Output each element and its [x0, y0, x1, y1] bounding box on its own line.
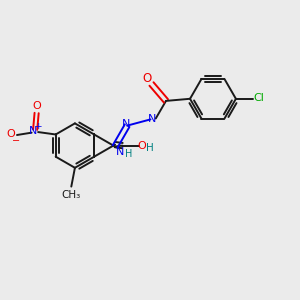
- Text: H: H: [146, 143, 154, 153]
- Text: O: O: [7, 129, 16, 139]
- Text: O: O: [33, 101, 42, 111]
- Text: N: N: [122, 119, 130, 129]
- Text: N: N: [28, 126, 37, 136]
- Text: H: H: [124, 149, 132, 159]
- Text: N: N: [116, 147, 124, 157]
- Text: Cl: Cl: [254, 93, 265, 103]
- Text: CH₃: CH₃: [62, 190, 81, 200]
- Text: O: O: [142, 72, 152, 85]
- Text: −: −: [12, 136, 20, 146]
- Text: O: O: [137, 141, 146, 151]
- Text: +: +: [34, 122, 42, 131]
- Text: N: N: [148, 113, 156, 124]
